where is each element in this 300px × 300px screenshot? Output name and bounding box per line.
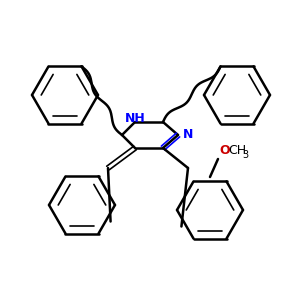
Text: NH: NH [124,112,146,125]
Text: CH: CH [228,144,246,157]
Text: N: N [183,128,194,142]
Text: 3: 3 [242,150,248,160]
Text: O: O [219,144,230,157]
